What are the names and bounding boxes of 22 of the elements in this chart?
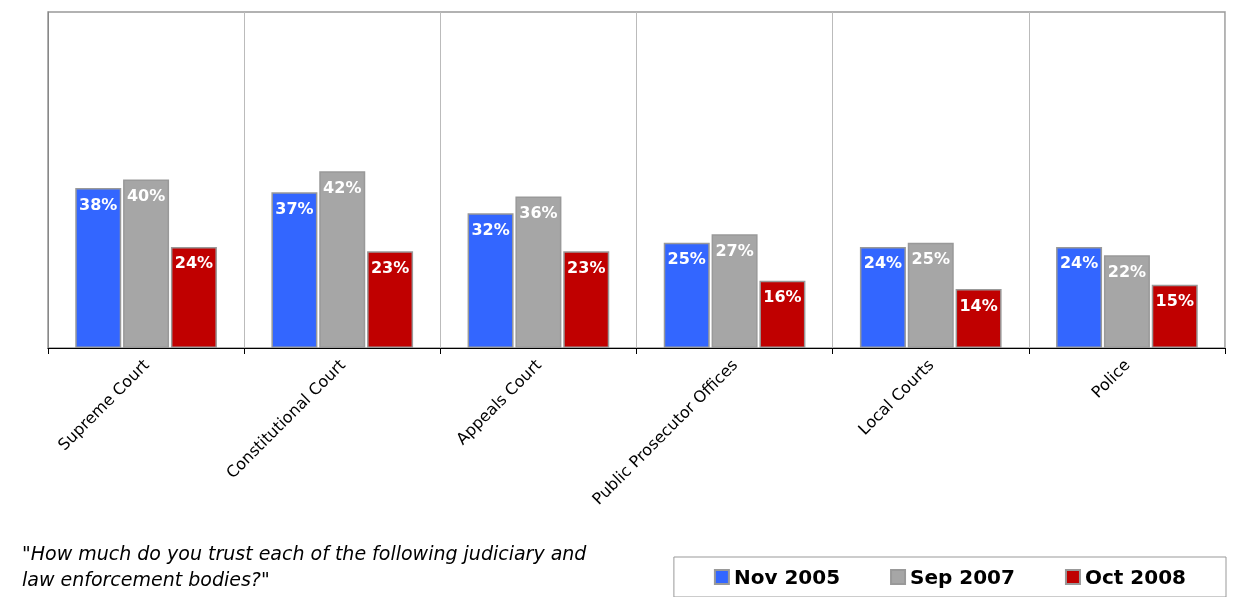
data-label: 24%	[863, 253, 903, 273]
data-label: 23%	[567, 257, 606, 277]
data-label: 25%	[667, 249, 706, 269]
data-label: 27%	[715, 240, 754, 260]
data-label: 25%	[911, 249, 950, 269]
data-label: 40%	[126, 186, 166, 206]
data-label: 16%	[763, 287, 802, 307]
data-label: 37%	[275, 198, 314, 218]
data-label: 42%	[323, 177, 362, 197]
data-label: 38%	[79, 194, 118, 214]
data-label: 15%	[1155, 291, 1194, 311]
data-label: 24%	[174, 253, 214, 273]
data-label: 14%	[959, 295, 998, 315]
data-label: 24%	[1059, 253, 1099, 273]
data-label: 23%	[370, 257, 410, 277]
legend-label: Oct 2008	[1084, 565, 1186, 589]
data-label: 32%	[471, 219, 510, 239]
data-label: 36%	[519, 202, 558, 222]
text: "How much do you trust each of the following judiciary and law enforcement bodies?"	[22, 541, 588, 592]
legend-label: Nov 2005	[733, 565, 841, 589]
legend-label: Sep 2007	[910, 565, 1015, 589]
data-label: 22%	[1107, 261, 1147, 281]
